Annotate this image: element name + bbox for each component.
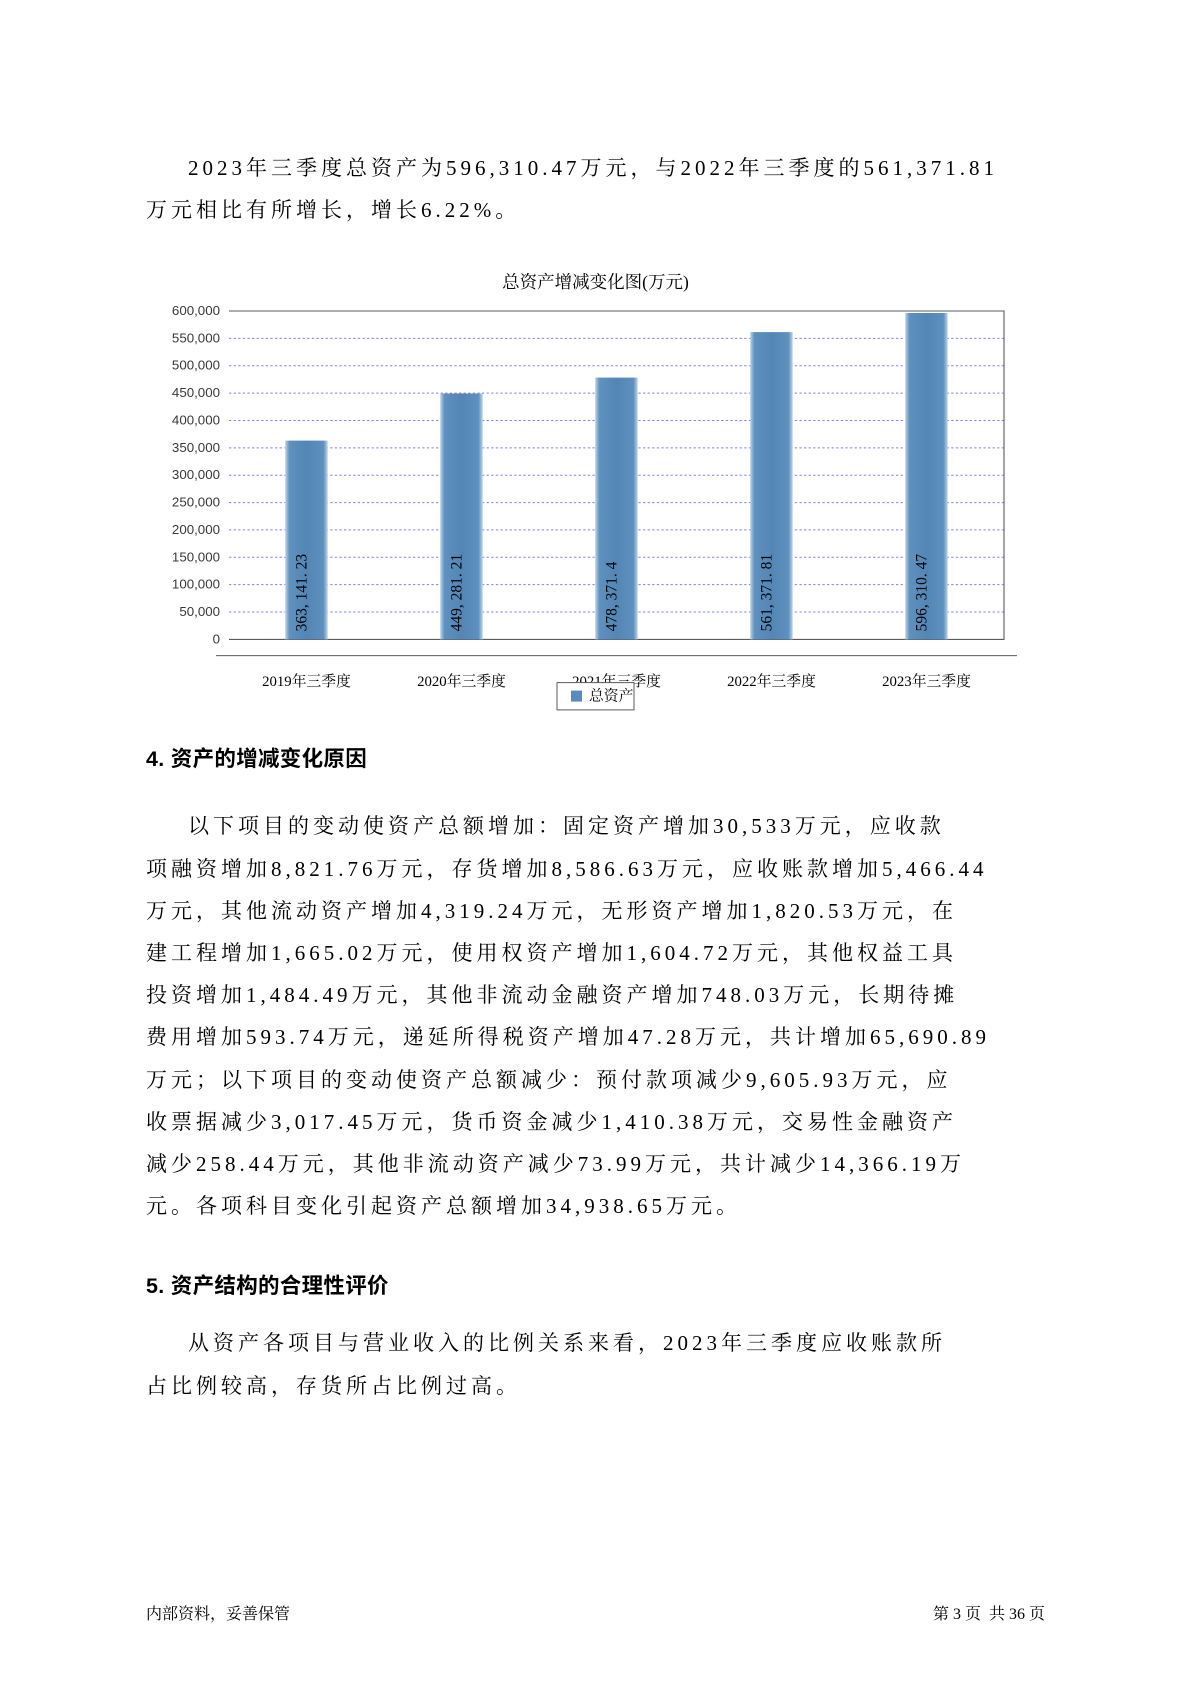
svg-text:449, 281. 21: 449, 281. 21 [449, 554, 466, 632]
svg-text:600,000: 600,000 [172, 303, 220, 318]
svg-text:50,000: 50,000 [179, 604, 220, 619]
svg-text:2019年三季度: 2019年三季度 [262, 672, 351, 690]
svg-text:478, 371. 4: 478, 371. 4 [604, 562, 621, 632]
svg-text:2023年三季度: 2023年三季度 [882, 672, 971, 690]
svg-text:2020年三季度: 2020年三季度 [417, 672, 506, 690]
svg-text:0: 0 [213, 632, 220, 647]
svg-text:400,000: 400,000 [172, 413, 220, 428]
svg-text:363, 141. 23: 363, 141. 23 [294, 554, 311, 632]
svg-text:300,000: 300,000 [172, 468, 220, 483]
svg-text:150,000: 150,000 [172, 550, 220, 565]
svg-text:500,000: 500,000 [172, 358, 220, 373]
svg-text:2022年三季度: 2022年三季度 [727, 672, 816, 690]
svg-text:350,000: 350,000 [172, 440, 220, 455]
svg-text:550,000: 550,000 [172, 331, 220, 346]
svg-text:200,000: 200,000 [172, 522, 220, 537]
svg-text:561, 371. 81: 561, 371. 81 [759, 554, 776, 632]
svg-text:100,000: 100,000 [172, 577, 220, 592]
svg-text:596, 310. 47: 596, 310. 47 [914, 554, 931, 632]
svg-text:250,000: 250,000 [172, 495, 220, 510]
svg-text:450,000: 450,000 [172, 386, 220, 401]
svg-text:总资产: 总资产 [589, 688, 634, 705]
svg-text:总资产增减变化图(万元): 总资产增减变化图(万元) [502, 272, 689, 292]
